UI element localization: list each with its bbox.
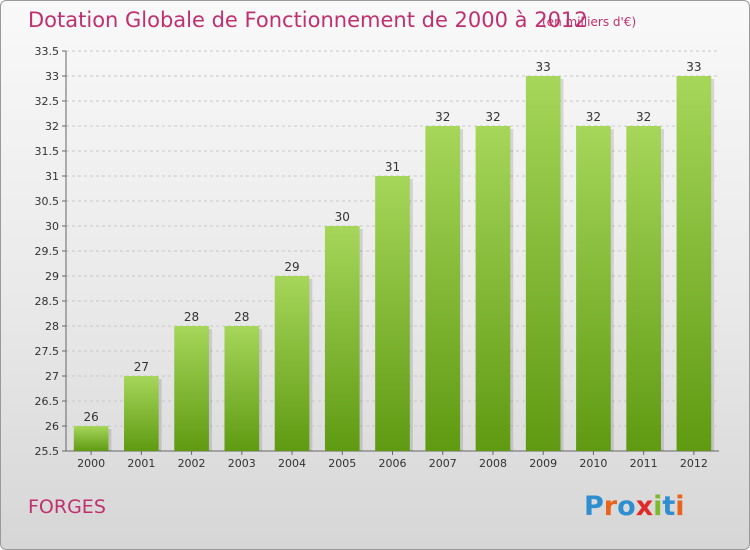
value-label: 28 xyxy=(184,310,199,324)
x-tick-label: 2008 xyxy=(479,457,507,470)
y-tick-label: 32.5 xyxy=(35,95,60,108)
x-tick-label: 2011 xyxy=(630,457,658,470)
bar-2003 xyxy=(224,326,260,451)
bar-2001 xyxy=(124,376,159,451)
value-label: 32 xyxy=(636,110,651,124)
y-tick-label: 33.5 xyxy=(35,45,60,58)
place-name: FORGES xyxy=(28,496,106,518)
value-label: 33 xyxy=(686,60,701,74)
chart-title: Dotation Globale de Fonctionnement de 20… xyxy=(28,8,588,32)
x-tick-label: 2012 xyxy=(680,457,708,470)
y-tick-label: 25.5 xyxy=(35,445,60,458)
logo-letter: P xyxy=(584,491,604,522)
y-tick-label: 26 xyxy=(45,420,59,433)
value-label: 30 xyxy=(335,210,350,224)
bar-2002 xyxy=(174,326,209,451)
y-tick-label: 30.5 xyxy=(35,195,60,208)
bar-2004 xyxy=(274,276,310,451)
x-tick-label: 2006 xyxy=(379,457,407,470)
logo-letter: o xyxy=(617,491,636,522)
bars xyxy=(73,76,715,451)
y-tick-label: 29 xyxy=(45,270,59,283)
value-label: 32 xyxy=(435,110,450,124)
value-labels: 26 27 28 28 29 30 31 32 32 33 32 32 33 xyxy=(83,60,701,424)
bar-2009 xyxy=(525,76,561,451)
x-tick-label: 2009 xyxy=(529,457,557,470)
y-tick-label: 31 xyxy=(45,170,59,183)
y-tick-label: 31.5 xyxy=(35,145,60,158)
x-tick-label: 2007 xyxy=(429,457,457,470)
value-label: 27 xyxy=(134,360,149,374)
y-tick-labels: 25.5 26 26.5 27 27.5 28 28.5 29 29.5 30 30.5 31 31.5… xyxy=(35,45,60,458)
x-tick-label: 2010 xyxy=(579,457,607,470)
y-tick-label: 28.5 xyxy=(35,295,60,308)
logo-letter: r xyxy=(603,491,618,522)
y-tick-label: 29.5 xyxy=(35,245,60,258)
bar-2006 xyxy=(375,176,410,451)
logo-letter: i xyxy=(653,491,663,522)
y-tick-label: 32 xyxy=(45,120,59,133)
chart-subtitle: (en milliers d'€) xyxy=(542,15,637,29)
value-label: 28 xyxy=(234,310,249,324)
logo-letter: i xyxy=(675,491,685,522)
y-tick-label: 26.5 xyxy=(35,395,60,408)
bar-2012 xyxy=(676,76,712,451)
bar-2000 xyxy=(73,426,109,451)
y-tick-label: 27.5 xyxy=(35,345,60,358)
y-tick-label: 27 xyxy=(45,370,59,383)
bar-2007 xyxy=(425,126,461,451)
y-tick-label: 33 xyxy=(45,70,59,83)
value-label: 26 xyxy=(83,410,98,424)
bar-2005 xyxy=(324,226,360,451)
logo-letter: x xyxy=(635,491,654,522)
x-tick-label: 2000 xyxy=(77,457,105,470)
bar-2010 xyxy=(576,126,611,451)
y-tick-label: 28 xyxy=(45,320,59,333)
x-tick-label: 2002 xyxy=(178,457,206,470)
bar-2008 xyxy=(475,126,511,451)
logo-letter: t xyxy=(662,491,676,522)
x-tick-label: 2005 xyxy=(328,457,356,470)
value-label: 29 xyxy=(284,260,299,274)
x-tick-labels: 2000 2001 2002 2003 2004 2005 2006 2007 2008 2009… xyxy=(77,457,708,470)
proxiti-logo[interactable]: Proxiti xyxy=(584,491,685,522)
x-tick-label: 2004 xyxy=(278,457,306,470)
x-tick-label: 2001 xyxy=(127,457,155,470)
y-tick-label: 30 xyxy=(45,220,59,233)
bar-2011 xyxy=(626,126,661,451)
value-label: 32 xyxy=(586,110,601,124)
x-tick-label: 2003 xyxy=(228,457,256,470)
value-label: 31 xyxy=(385,160,400,174)
value-label: 32 xyxy=(485,110,500,124)
value-label: 33 xyxy=(536,60,551,74)
